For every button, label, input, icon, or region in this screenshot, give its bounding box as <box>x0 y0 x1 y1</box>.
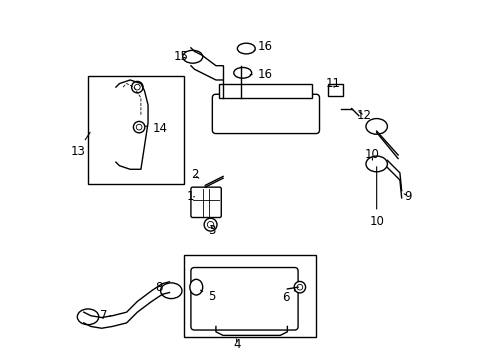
Ellipse shape <box>365 118 386 134</box>
Ellipse shape <box>77 309 99 325</box>
Text: 10: 10 <box>364 148 379 162</box>
Ellipse shape <box>160 283 182 298</box>
Text: 1: 1 <box>187 190 194 203</box>
Text: 7: 7 <box>100 309 110 322</box>
Text: 5: 5 <box>200 289 215 303</box>
Text: 4: 4 <box>232 338 240 351</box>
Text: 2: 2 <box>190 168 199 181</box>
Text: 16: 16 <box>250 68 272 81</box>
Circle shape <box>134 84 140 90</box>
Text: 15: 15 <box>173 50 188 63</box>
Ellipse shape <box>183 50 203 63</box>
Bar <box>88 76 183 184</box>
Text: 3: 3 <box>207 224 215 237</box>
Text: 9: 9 <box>403 190 411 203</box>
Circle shape <box>133 121 144 133</box>
Text: 12: 12 <box>356 109 371 122</box>
Text: 13: 13 <box>70 132 90 158</box>
Text: 16: 16 <box>254 40 272 53</box>
Circle shape <box>131 81 143 93</box>
Circle shape <box>296 284 302 290</box>
Circle shape <box>207 221 213 228</box>
Ellipse shape <box>233 67 251 78</box>
Text: 11: 11 <box>325 77 340 90</box>
Ellipse shape <box>365 156 386 172</box>
Ellipse shape <box>237 43 255 54</box>
FancyBboxPatch shape <box>190 267 298 330</box>
Bar <box>328 84 342 96</box>
Circle shape <box>203 218 217 231</box>
Bar <box>183 255 315 337</box>
Text: 10: 10 <box>368 167 384 228</box>
Circle shape <box>136 124 142 130</box>
Text: 6: 6 <box>281 290 295 305</box>
Text: 14: 14 <box>145 122 168 135</box>
Circle shape <box>294 282 305 293</box>
Ellipse shape <box>189 279 203 295</box>
Text: 8: 8 <box>155 281 162 294</box>
FancyBboxPatch shape <box>190 187 221 217</box>
FancyBboxPatch shape <box>212 94 319 134</box>
Bar <box>219 84 312 98</box>
